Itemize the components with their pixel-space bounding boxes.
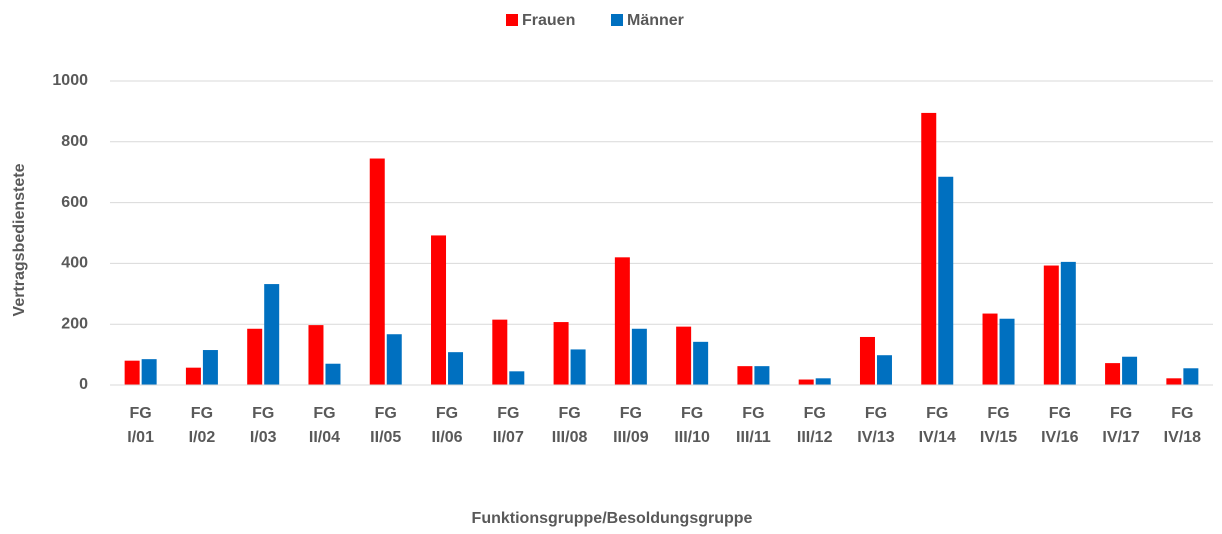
bar (509, 371, 525, 385)
bar (247, 328, 263, 385)
x-tick-label: FG III/11 (736, 405, 771, 446)
bar (553, 322, 569, 385)
bar (614, 257, 630, 385)
x-tick-label: FG I/03 (249, 405, 277, 446)
x-tick-label: FG IV/13 (857, 405, 895, 446)
bar (1043, 265, 1059, 385)
bar (369, 158, 385, 385)
x-tick-label: FG II/05 (370, 405, 402, 446)
bar (921, 112, 937, 386)
y-tick-label: 600 (61, 194, 88, 211)
x-tick-label: FG II/07 (492, 405, 524, 446)
bar (676, 326, 692, 385)
x-tick-label: FG IV/14 (918, 405, 956, 446)
legend-swatch (506, 14, 518, 26)
x-tick-label: FG III/08 (551, 405, 588, 446)
bar (1183, 368, 1199, 385)
bar (982, 313, 998, 385)
bar (815, 378, 831, 385)
y-axis-label: Vertragsbedienstete (11, 163, 28, 316)
bar (1060, 261, 1076, 385)
y-tick-label: 400 (61, 255, 88, 272)
bar (798, 379, 814, 385)
bar (1166, 378, 1182, 385)
y-tick-label: 800 (61, 133, 88, 150)
bar (1105, 363, 1121, 385)
x-tick-label: FG III/09 (613, 405, 649, 446)
bar (386, 334, 402, 385)
bar (999, 318, 1015, 385)
x-tick-label: FG I/02 (188, 405, 216, 446)
y-tick-label: 1000 (52, 72, 88, 89)
x-tick-label: FG IV/15 (979, 405, 1018, 446)
bar (308, 325, 324, 385)
x-tick-label: FG I/01 (127, 405, 154, 446)
bar (693, 341, 709, 385)
x-tick-label: FG III/10 (674, 405, 710, 446)
bar (124, 360, 140, 385)
y-tick-label: 0 (79, 376, 88, 393)
bar (492, 319, 508, 385)
bar (737, 366, 753, 385)
bar (325, 363, 341, 385)
x-axis-label: Funktionsgruppe/Besoldungsgruppe (472, 510, 753, 527)
legend-swatch (611, 14, 623, 26)
x-tick-label: FG II/06 (431, 405, 463, 446)
x-tick-label: FG II/04 (308, 405, 341, 446)
x-tick-label: FG III/12 (796, 405, 833, 446)
bar (264, 284, 280, 385)
x-tick-label: FG IV/17 (1102, 405, 1140, 446)
x-tick-label: FG IV/16 (1041, 405, 1079, 446)
bar (876, 355, 892, 385)
bar (185, 367, 201, 385)
bar (202, 350, 218, 385)
legend-label: Männer (627, 12, 684, 29)
bar (1122, 356, 1138, 385)
bar (938, 176, 954, 385)
x-tick-label: FG IV/18 (1163, 405, 1202, 446)
legend-label: Frauen (522, 12, 575, 29)
bar (431, 235, 447, 385)
bar (141, 359, 157, 385)
bar (570, 349, 586, 385)
bar (448, 352, 464, 385)
bar (754, 366, 770, 385)
bar (859, 336, 875, 385)
y-tick-label: 200 (61, 315, 88, 332)
bar (631, 328, 647, 385)
